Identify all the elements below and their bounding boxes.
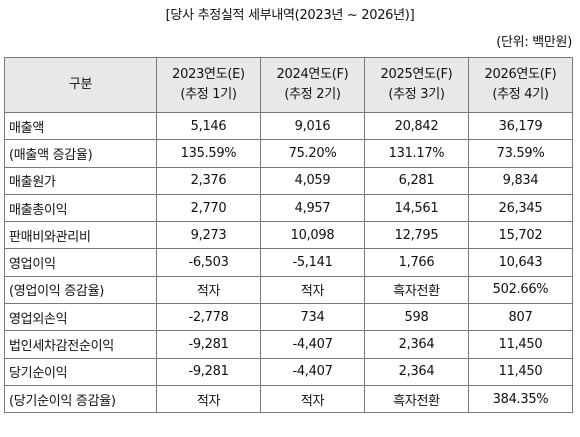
header-col-2025: 2025연도(F) (추정 3기) [364, 57, 469, 113]
table-cell: 734 [260, 303, 365, 332]
table-cell: 15,702 [468, 221, 573, 250]
header-year: 2026연도(F) [484, 67, 557, 82]
header-note: (추정 1기) [180, 87, 237, 102]
header-note: (추정 3기) [388, 87, 445, 102]
table-cell: 흑자전환 [364, 275, 469, 305]
table-caption: [당사 추정실적 세부내역(2023년 ~ 2026년)] [165, 8, 415, 23]
header-note: (추정 4기) [492, 87, 549, 102]
table-row: 영업외손익 -2,778 734 598 807 [4, 303, 573, 332]
table-cell: 73.59% [468, 139, 573, 168]
table-cell: 20,842 [364, 111, 469, 141]
table-cell: 36,179 [468, 111, 573, 141]
table-cell: -6,503 [156, 248, 261, 277]
table-cell: -9,281 [156, 330, 261, 359]
header-col-2026: 2026연도(F) (추정 4기) [468, 57, 573, 113]
table-cell: 적자 [156, 275, 261, 305]
table-cell: 2,364 [364, 357, 469, 386]
row-label: 당기순이익 [4, 357, 157, 386]
table-cell: 131.17% [364, 139, 469, 168]
row-label: 판매비와관리비 [4, 221, 157, 250]
row-label: (당기순이익 증감율) [4, 384, 157, 414]
row-label: 영업외손익 [4, 303, 157, 332]
table-cell: 적자 [260, 384, 365, 414]
table-cell: 흑자전환 [364, 384, 469, 414]
table-cell: 11,450 [468, 357, 573, 386]
table-cell: 598 [364, 303, 469, 332]
table-cell: 1,766 [364, 248, 469, 277]
table-cell: 4,059 [260, 166, 365, 195]
table-row: 당기순이익 -9,281 -4,407 2,364 11,450 [4, 357, 573, 386]
table-cell: 502.66% [468, 275, 573, 305]
row-label: (매출액 증감율) [4, 139, 157, 168]
table-row: 법인세차감전순이익 -9,281 -4,407 2,364 11,450 [4, 330, 573, 359]
table-cell: -9,281 [156, 357, 261, 386]
table-cell: 2,364 [364, 330, 469, 359]
row-label: 매출총이익 [4, 193, 157, 223]
table-cell: 14,561 [364, 193, 469, 223]
table-cell: 9,016 [260, 111, 365, 141]
forecast-table: 구분 2023연도(E) (추정 1기) 2024연도(F) (추정 2기) 202… [4, 57, 573, 414]
row-label: 매출원가 [4, 166, 157, 195]
table-cell: 6,281 [364, 166, 469, 195]
table-cell: 5,146 [156, 111, 261, 141]
table-cell: 2,770 [156, 193, 261, 223]
table-cell: 9,834 [468, 166, 573, 195]
table-cell: 9,273 [156, 221, 261, 250]
header-col-2023: 2023연도(E) (추정 1기) [156, 57, 261, 113]
table-cell: 4,957 [260, 193, 365, 223]
table-header: 구분 2023연도(E) (추정 1기) 2024연도(F) (추정 2기) 202… [4, 57, 573, 113]
table-cell: 26,345 [468, 193, 573, 223]
table-cell: 11,450 [468, 330, 573, 359]
table-row: 매출총이익 2,770 4,957 14,561 26,345 [4, 193, 573, 223]
header-label: 구분 [4, 57, 157, 113]
row-label: (영업이익 증감율) [4, 275, 157, 305]
table-cell: -4,407 [260, 357, 365, 386]
table-row: 영업이익 -6,503 -5,141 1,766 10,643 [4, 248, 573, 277]
header-year: 2025연도(F) [380, 67, 453, 82]
table-cell: 12,795 [364, 221, 469, 250]
table-cell: 적자 [260, 275, 365, 305]
table-cell: -4,407 [260, 330, 365, 359]
table-row: 매출액 5,146 9,016 20,842 36,179 [4, 111, 573, 141]
header-col-2024: 2024연도(F) (추정 2기) [260, 57, 365, 113]
table-cell: -5,141 [260, 248, 365, 277]
table-row: 판매비와관리비 9,273 10,098 12,795 15,702 [4, 221, 573, 250]
header-year: 2024연도(F) [276, 67, 349, 82]
header-year: 2023연도(E) [172, 67, 245, 82]
table-cell: 135.59% [156, 139, 261, 168]
table-row: 매출원가 2,376 4,059 6,281 9,834 [4, 166, 573, 195]
table-row: (당기순이익 증감율) 적자 적자 흑자전환 384.35% [4, 384, 573, 414]
row-label: 영업이익 [4, 248, 157, 277]
unit-note: (단위: 백만원) [496, 35, 572, 50]
table-row: (매출액 증감율) 135.59% 75.20% 131.17% 73.59% [4, 139, 573, 168]
table-cell: 384.35% [468, 384, 573, 414]
table-cell: 10,098 [260, 221, 365, 250]
header-note: (추정 2기) [284, 87, 341, 102]
row-label: 매출액 [4, 111, 157, 141]
header-row: 구분 2023연도(E) (추정 1기) 2024연도(F) (추정 2기) 202… [4, 57, 573, 113]
table-cell: 적자 [156, 384, 261, 414]
table-cell: 10,643 [468, 248, 573, 277]
table-cell: 75.20% [260, 139, 365, 168]
table-cell: -2,778 [156, 303, 261, 332]
table-row: (영업이익 증감율) 적자 적자 흑자전환 502.66% [4, 275, 573, 305]
table-body: 매출액 5,146 9,016 20,842 36,179 (매출액 증감율) … [4, 111, 573, 414]
table-cell: 2,376 [156, 166, 261, 195]
table-cell: 807 [468, 303, 573, 332]
row-label: 법인세차감전순이익 [4, 330, 157, 359]
